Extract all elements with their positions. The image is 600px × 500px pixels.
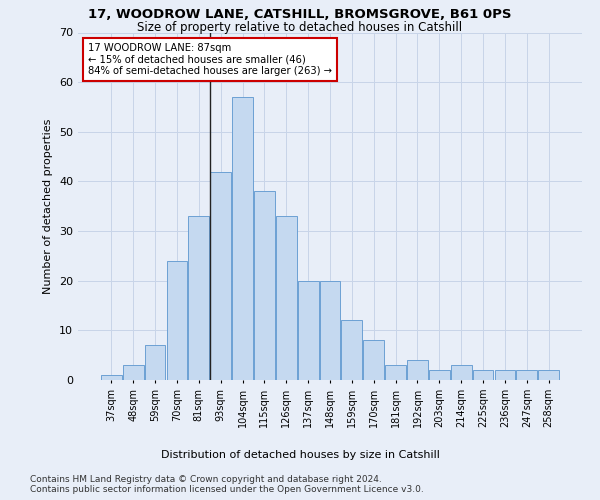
Bar xyxy=(451,365,472,380)
Text: 17 WOODROW LANE: 87sqm
← 15% of detached houses are smaller (46)
84% of semi-det: 17 WOODROW LANE: 87sqm ← 15% of detached… xyxy=(88,43,332,76)
Text: Contains HM Land Registry data © Crown copyright and database right 2024.: Contains HM Land Registry data © Crown c… xyxy=(30,475,382,484)
Bar xyxy=(341,320,362,380)
Bar xyxy=(254,192,275,380)
Text: Distribution of detached houses by size in Catshill: Distribution of detached houses by size … xyxy=(161,450,439,460)
Text: Contains public sector information licensed under the Open Government Licence v3: Contains public sector information licen… xyxy=(30,485,424,494)
Text: 17, WOODROW LANE, CATSHILL, BROMSGROVE, B61 0PS: 17, WOODROW LANE, CATSHILL, BROMSGROVE, … xyxy=(88,8,512,20)
Bar xyxy=(188,216,209,380)
Bar xyxy=(407,360,428,380)
Bar xyxy=(517,370,537,380)
Bar xyxy=(101,375,122,380)
Bar xyxy=(167,261,187,380)
Bar xyxy=(320,280,340,380)
Bar xyxy=(232,97,253,380)
Y-axis label: Number of detached properties: Number of detached properties xyxy=(43,118,53,294)
Bar xyxy=(210,172,231,380)
Bar xyxy=(429,370,450,380)
Bar xyxy=(298,280,319,380)
Bar xyxy=(494,370,515,380)
Bar xyxy=(123,365,143,380)
Bar xyxy=(145,345,166,380)
Bar xyxy=(473,370,493,380)
Bar xyxy=(276,216,296,380)
Bar xyxy=(385,365,406,380)
Bar xyxy=(364,340,384,380)
Text: Size of property relative to detached houses in Catshill: Size of property relative to detached ho… xyxy=(137,21,463,34)
Bar xyxy=(538,370,559,380)
